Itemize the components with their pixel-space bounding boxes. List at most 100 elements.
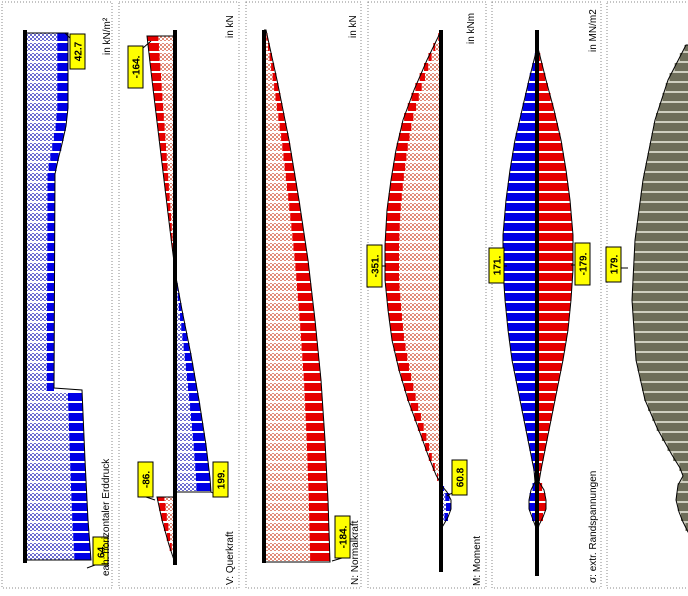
diagram-stripe-solid [70, 473, 86, 481]
diagram-stripe-solid [294, 253, 308, 261]
panel-title: σ: extr. Randspannungen [588, 471, 599, 583]
diagram-stripe-hatch [264, 53, 270, 61]
label-box[interactable] [366, 244, 383, 288]
label-box[interactable] [69, 33, 86, 70]
value-label[interactable]: -184. [331, 515, 351, 562]
diagram-stripe-solid [642, 383, 688, 391]
diagram-stripe-hatch [406, 153, 441, 161]
diagram-stripe-hatch [441, 493, 446, 501]
label-box[interactable] [127, 45, 144, 89]
diagram-stripe-hatch [264, 333, 301, 341]
diagram-stripe-solid [194, 453, 208, 461]
label-value-text: 60.8 [456, 467, 467, 487]
label-box[interactable] [212, 461, 229, 498]
diagram-stripe-hatch [25, 103, 58, 111]
label-box[interactable] [451, 459, 468, 496]
diagram-stripe-solid [57, 43, 68, 51]
diagram-stripe-solid [510, 163, 537, 171]
diagram-stripe-hatch [25, 393, 68, 401]
diagram-stripe-solid [285, 173, 296, 181]
value-label[interactable]: -164. [127, 40, 152, 89]
diagram-stripe-solid [537, 273, 573, 281]
diagram-stripe-hatch [25, 63, 58, 71]
diagram-stripe-hatch [175, 413, 191, 421]
label-box[interactable] [488, 247, 505, 284]
diagram-stripe-hatch [25, 283, 48, 291]
diagram-stripe-hatch [25, 323, 47, 331]
diagram-stripe-hatch [264, 273, 297, 281]
diagram-stripe-hatch [175, 453, 195, 461]
value-label[interactable]: 179. [605, 246, 628, 283]
diagram-stripe-solid [180, 313, 184, 321]
diagram-stripe-solid [271, 63, 275, 71]
diagram-stripe-hatch [164, 497, 175, 501]
diagram-stripe-hatch [429, 443, 441, 451]
diagram-stripe-hatch [264, 513, 310, 521]
diagram-stripe-solid [166, 193, 170, 201]
diagram-stripe-solid [537, 213, 572, 221]
diagram-stripe-solid [385, 283, 400, 291]
diagram-stripe-solid [390, 183, 403, 191]
diagram-stripe-solid [300, 323, 316, 331]
diagram-stripe-solid [537, 443, 546, 451]
diagram-stripe-solid [68, 403, 83, 411]
diagram-stripe-solid [388, 313, 402, 321]
diagram-stripe-hatch [401, 193, 441, 201]
diagram-stripe-solid [291, 223, 304, 231]
diagram-stripe-hatch [264, 43, 269, 51]
diagram-stripe-hatch [264, 523, 310, 531]
diagram-stripe-solid [391, 173, 404, 181]
label-box[interactable] [334, 515, 351, 559]
diagram-stripe-solid [674, 63, 688, 71]
panel-frame [367, 1, 487, 589]
diagram-stripe-hatch [411, 123, 441, 131]
diagram-stripe-solid [407, 103, 417, 111]
diagram-stripe-solid [643, 173, 688, 181]
diagram-stripe-hatch [264, 393, 305, 401]
diagram-stripe-solid [163, 173, 169, 181]
diagram-outline [146, 35, 176, 271]
diagram-stripe-solid [160, 143, 167, 151]
diagram-stripe-hatch [25, 33, 58, 41]
label-value-text: -351. [371, 254, 382, 277]
diagram-panel-sigma2: 179. [605, 1, 688, 589]
diagram-stripe-solid [47, 183, 55, 191]
label-box[interactable] [137, 461, 154, 498]
label-box[interactable] [605, 246, 622, 283]
label-box[interactable] [92, 536, 109, 566]
diagram-stripe-hatch [25, 413, 69, 421]
value-label[interactable]: 64. [86, 536, 109, 569]
diagram-stripe-solid [275, 93, 281, 101]
diagram-stripe-solid [167, 203, 171, 211]
diagram-stripe-solid [677, 483, 688, 491]
value-label[interactable]: 60.8 [446, 459, 468, 497]
diagram-outline [536, 47, 574, 534]
diagram-stripe-solid [537, 493, 546, 501]
diagram-stripe-solid [195, 473, 210, 481]
value-label[interactable]: -351. [366, 244, 386, 288]
diagram-stripe-solid [414, 413, 421, 421]
diagram-stripe-solid [48, 163, 57, 171]
value-label[interactable]: 199. [210, 461, 229, 498]
diagram-stripe-solid [310, 553, 330, 561]
diagram-stripe-solid [168, 213, 172, 221]
value-label[interactable]: -86. [137, 461, 156, 501]
diagram-stripe-solid [150, 63, 161, 71]
value-label[interactable]: 171. [488, 247, 507, 284]
diagram-stripe-solid [537, 163, 566, 171]
diagram-stripe-hatch [25, 303, 48, 311]
diagram-stripe-solid [633, 313, 688, 321]
diagram-stripe-hatch [25, 223, 48, 231]
diagram-stripe-hatch [413, 113, 441, 121]
panel-frame [606, 1, 688, 589]
diagram-stripe-hatch [264, 243, 294, 251]
diagram-stripe-solid [161, 513, 167, 521]
diagram-stripe-solid [504, 283, 537, 291]
label-box[interactable] [574, 242, 591, 286]
diagram-stripe-solid [647, 153, 688, 161]
diagram-stripe-solid [387, 303, 402, 311]
diagram-stripe-solid [152, 83, 162, 91]
diagram-stripe-solid [537, 503, 546, 511]
value-label[interactable]: 42.7 [64, 32, 86, 70]
value-label[interactable]: -179. [571, 242, 591, 286]
